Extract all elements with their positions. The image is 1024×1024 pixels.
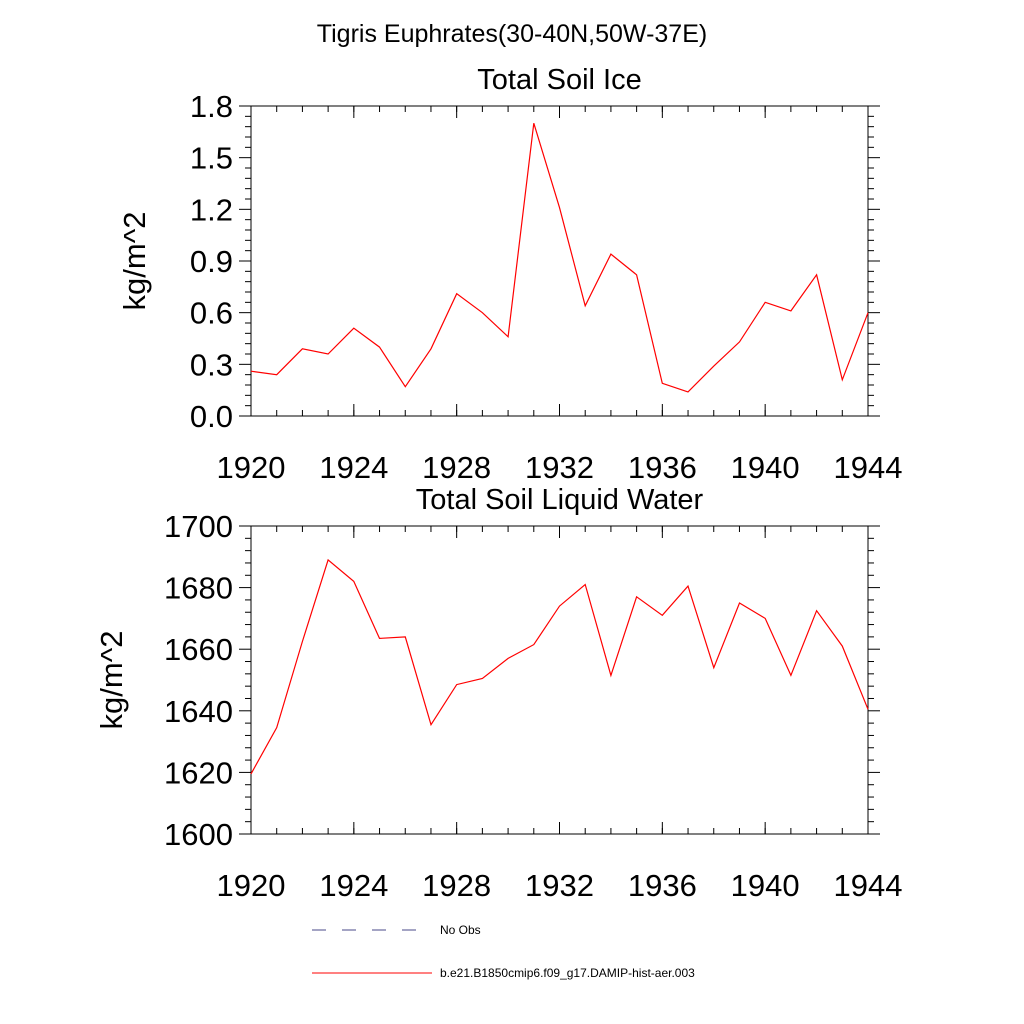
x-tick-label: 1928 — [422, 868, 491, 903]
x-tick-label: 1940 — [731, 868, 800, 903]
x-tick-label: 1932 — [525, 450, 594, 485]
y-tick-label: 1700 — [164, 509, 233, 544]
series-line — [250, 558, 869, 775]
legend-series-label: b.e21.B1850cmip6.f09_g17.DAMIP-hist-aer.… — [440, 966, 695, 980]
legend: No Obs b.e21.B1850cmip6.f09_g17.DAMIP-hi… — [312, 923, 695, 980]
y-tick-label: 1.2 — [190, 192, 233, 227]
x-tick-label: 1936 — [628, 868, 697, 903]
y-tick-label: 0.6 — [190, 296, 233, 331]
y-tick-label: 0.0 — [190, 399, 233, 434]
page-title: Tigris Euphrates(30-40N,50W-37E) — [317, 20, 707, 48]
plot-frame — [250, 105, 869, 417]
y-tick-label: 1620 — [164, 755, 233, 790]
x-tick-label: 1928 — [422, 450, 491, 485]
legend-no-obs-label: No Obs — [440, 923, 481, 937]
x-tick-label: 1920 — [217, 450, 286, 485]
y-tick-label: 1.5 — [190, 141, 233, 176]
x-tick-label: 1920 — [217, 868, 286, 903]
x-tick-label: 1944 — [834, 868, 903, 903]
y-tick-label: 0.9 — [190, 244, 233, 279]
y-axis-label: kg/m^2 — [94, 631, 129, 730]
y-tick-label: 1660 — [164, 632, 233, 667]
x-tick-label: 1944 — [834, 450, 903, 485]
chart-title: Total Soil Ice — [477, 64, 641, 96]
panel-total-soil-liquid-water: 1920 1924 1928 1932 1936 1940 1944 1600 1620 1640… — [94, 484, 902, 903]
y-tick-label: 1640 — [164, 694, 233, 729]
y-tick-label: 1680 — [164, 571, 233, 606]
y-tick-label: 1.8 — [190, 89, 233, 124]
series-line — [250, 123, 869, 393]
chart-title: Total Soil Liquid Water — [416, 484, 704, 516]
x-tick-label: 1924 — [319, 450, 388, 485]
y-axis-label: kg/m^2 — [117, 212, 152, 311]
panel-total-soil-ice: 1920 1924 1928 1932 1936 1940 1944 0.0 0.3 0.6 0.9… — [117, 64, 902, 485]
y-tick-label: 1600 — [164, 817, 233, 852]
y-tick-label: 0.3 — [190, 347, 233, 382]
x-tick-label: 1940 — [731, 450, 800, 485]
x-tick-label: 1936 — [628, 450, 697, 485]
x-tick-label: 1924 — [319, 868, 388, 903]
x-tick-label: 1932 — [525, 868, 594, 903]
